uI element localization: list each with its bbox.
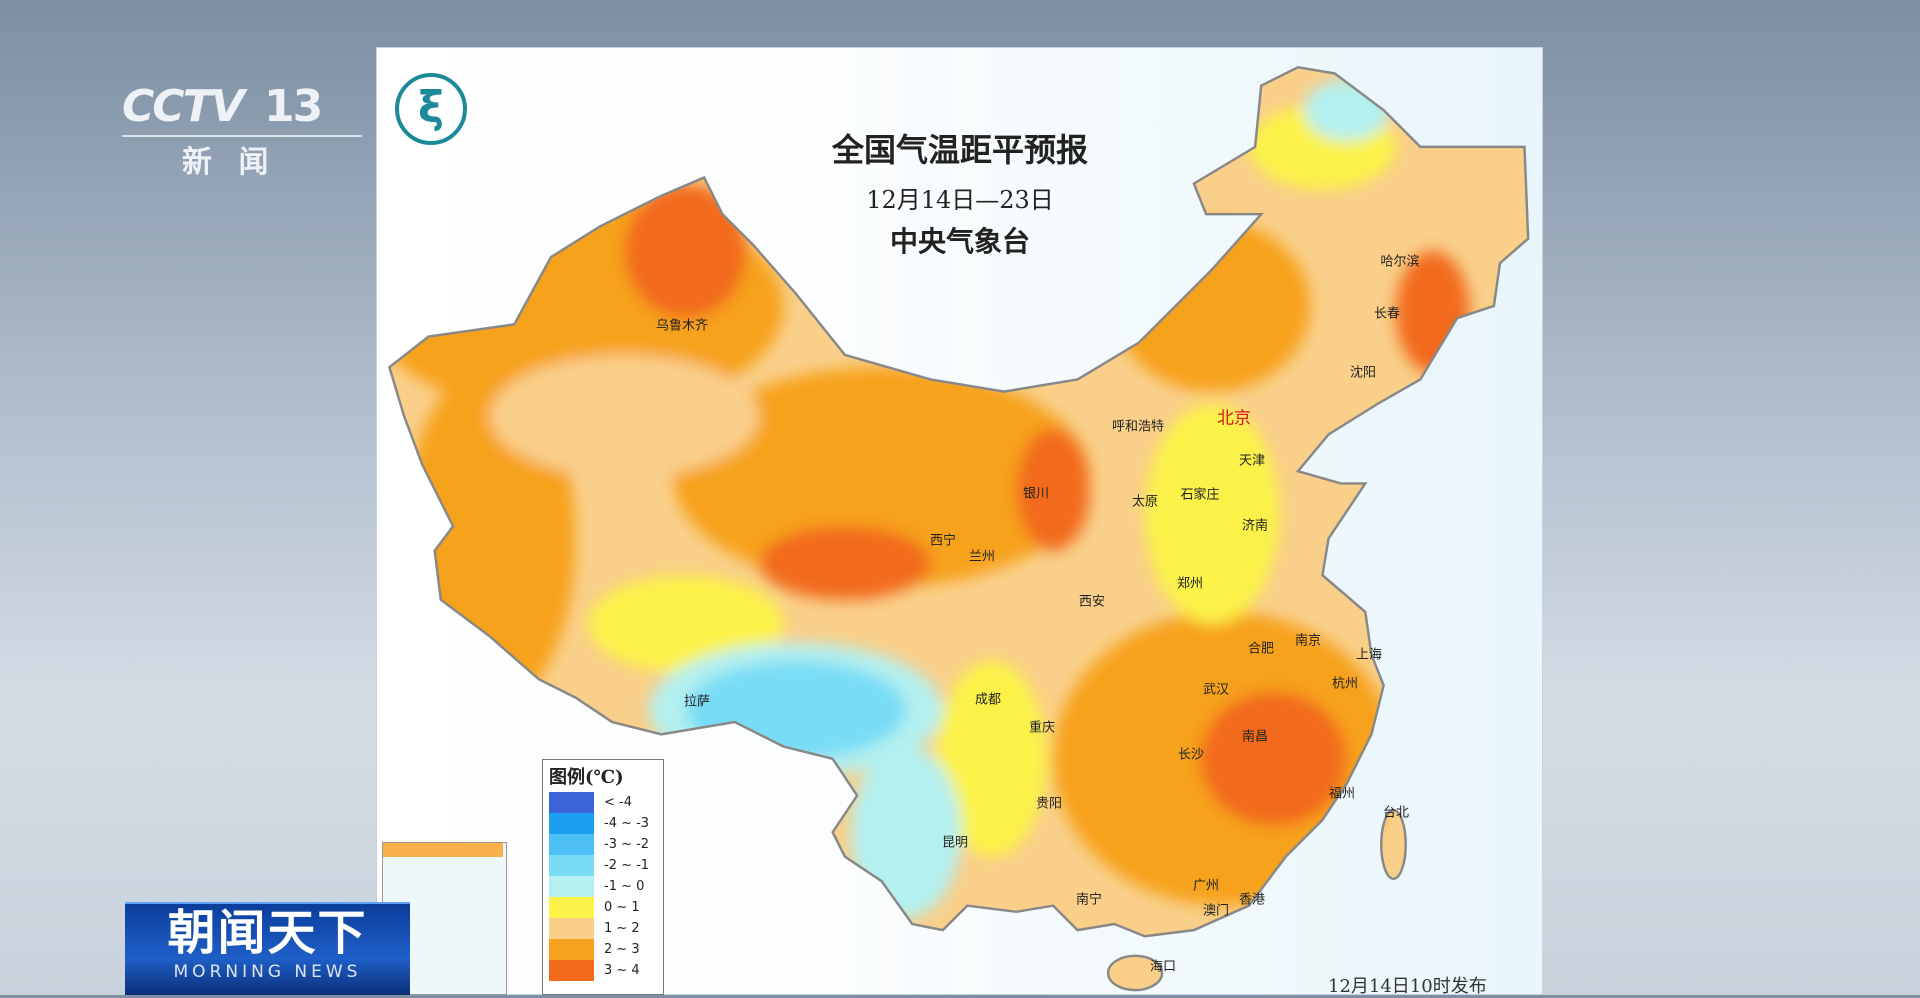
city-label: 南宁: [1075, 892, 1103, 908]
city-label: 沈阳: [1349, 365, 1377, 381]
map-title: 全国气温距平预报: [831, 131, 1088, 169]
legend-range: -3 ~ -2: [604, 837, 650, 852]
legend-item: -1 ~ 0: [543, 876, 663, 897]
anomaly-zone-minus1-0: [851, 746, 962, 918]
legend-item: 2 ~ 3: [543, 939, 663, 960]
legend-title: 图例(℃): [549, 767, 624, 788]
legend-swatch: [549, 876, 594, 897]
anomaly-zone-2-3: [673, 367, 1090, 588]
anomaly-zone-0-1: [587, 575, 784, 674]
legend-swatch: [549, 897, 594, 918]
date-range: 12月14日—23日: [866, 186, 1054, 214]
legend-range: 3 ~ 4: [604, 963, 640, 978]
program-subtitle: MORNING NEWS: [173, 962, 362, 982]
channel-number: 13: [263, 81, 323, 132]
city-label: 合肥: [1247, 641, 1275, 657]
city-label: 福州: [1328, 786, 1356, 802]
legend-swatch: [549, 792, 594, 813]
city-label: 天津: [1238, 453, 1266, 469]
capital-city-label: 北京: [1217, 408, 1251, 429]
city-label: 台北: [1382, 805, 1410, 821]
anomaly-zone-1-2: [489, 354, 760, 478]
legend-item: 0 ~ 1: [543, 897, 663, 918]
legend-range: -4 ~ -3: [604, 816, 650, 831]
legend-item: 3 ~ 4: [543, 960, 663, 981]
city-label: 乌鲁木齐: [655, 318, 709, 334]
city-label: 长春: [1373, 306, 1401, 322]
channel-subtitle: 新 闻: [182, 145, 277, 180]
cctv13-news-logo: CCTV 13 新 闻: [122, 83, 367, 183]
city-label: 长沙: [1177, 747, 1205, 763]
legend-item: -4 ~ -3: [543, 813, 663, 834]
channel-logo-text: CCTV: [122, 81, 245, 132]
legend-swatch: [549, 960, 594, 981]
city-label: 昆明: [941, 835, 969, 851]
city-label: 香港: [1238, 892, 1266, 908]
legend: 图例(℃) < -4 -4 ~ -3 -3 ~ -2 -2 ~ -1 -1 ~ 0 0 ~…: [542, 759, 664, 995]
city-label: 银川: [1022, 486, 1050, 502]
anomaly-zone-minus2-minus1: [685, 660, 907, 759]
city-label: 南京: [1294, 633, 1322, 649]
anomaly-zone-3-4: [759, 526, 931, 600]
city-label: 澳门: [1202, 903, 1230, 919]
anomaly-zone-3-4: [624, 183, 747, 319]
legend-range: -2 ~ -1: [604, 858, 650, 873]
anomaly-zone-0-1: [936, 660, 1047, 857]
program-title: 朝闻天下: [167, 905, 368, 961]
issuer: 中央气象台: [889, 225, 1030, 258]
city-label: 重庆: [1028, 720, 1056, 736]
city-label: 西宁: [929, 533, 957, 549]
city-label: 武汉: [1202, 682, 1230, 698]
city-label: 郑州: [1176, 576, 1204, 592]
legend-swatch: [549, 918, 594, 939]
anomaly-zone-0-1: [1144, 403, 1280, 625]
city-label: 石家庄: [1180, 487, 1220, 503]
anomaly-zone-3-4: [1016, 428, 1090, 551]
city-label: 兰州: [968, 549, 996, 565]
city-label: 贵阳: [1035, 796, 1063, 812]
anomaly-zone-3-4: [1200, 691, 1347, 827]
city-label: 太原: [1131, 494, 1159, 510]
cma-logo-icon: ξ: [395, 73, 467, 145]
legend-range: 0 ~ 1: [604, 900, 640, 915]
legend-range: < -4: [604, 795, 632, 810]
city-label: 上海: [1355, 647, 1383, 663]
program-logo: 朝闻天下 MORNING NEWS: [125, 902, 410, 995]
legend-swatch: [549, 813, 594, 834]
city-label: 济南: [1241, 518, 1269, 534]
legend-item: < -4: [543, 792, 663, 813]
legend-swatch: [549, 855, 594, 876]
legend-range: 1 ~ 2: [604, 921, 640, 936]
legend-range: -1 ~ 0: [604, 879, 645, 894]
city-label: 拉萨: [683, 694, 711, 710]
legend-item: -2 ~ -1: [543, 855, 663, 876]
legend-swatch: [549, 939, 594, 960]
city-label: 哈尔滨: [1380, 254, 1420, 270]
city-label: 广州: [1192, 878, 1220, 894]
legend-range: 2 ~ 3: [604, 942, 640, 957]
legend-item: -3 ~ -2: [543, 834, 663, 855]
legend-item: 1 ~ 2: [543, 918, 663, 939]
publication-time: 12月14日10时发布: [1328, 976, 1487, 997]
city-label: 海口: [1149, 959, 1177, 975]
city-label: 南昌: [1241, 729, 1269, 745]
city-label: 杭州: [1331, 676, 1359, 692]
city-label: 呼和浩特: [1111, 419, 1165, 435]
city-label: 成都: [974, 692, 1002, 708]
city-label: 西安: [1078, 594, 1106, 610]
legend-swatch: [549, 834, 594, 855]
